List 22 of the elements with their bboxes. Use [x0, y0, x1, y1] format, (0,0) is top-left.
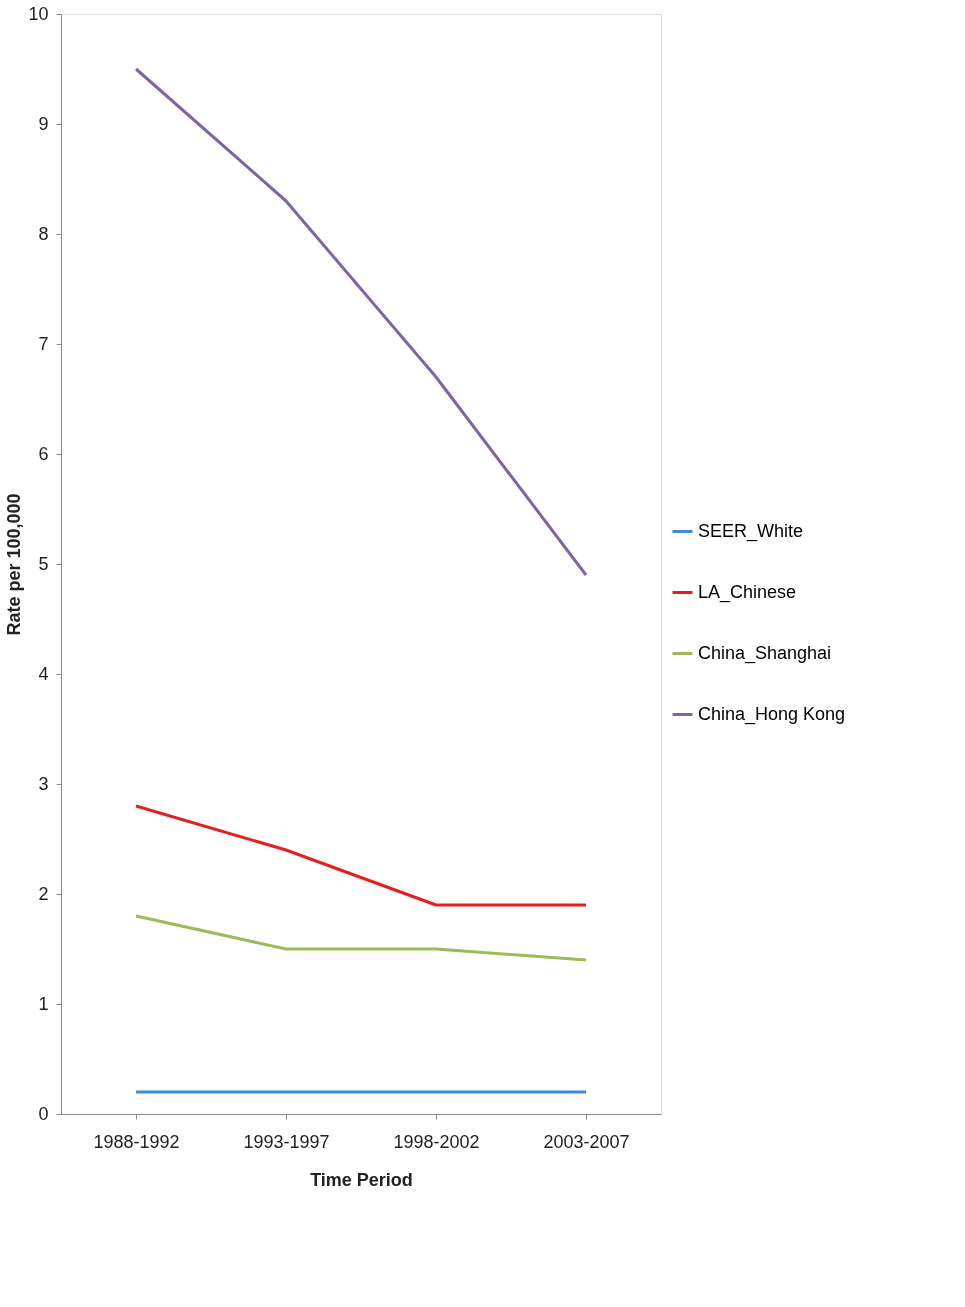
line-series — [134, 67, 588, 577]
legend-label: China_Shanghai — [698, 642, 832, 664]
x-tick-label: 1998-2002 — [393, 1131, 480, 1152]
x-tick-label: 1988-1992 — [93, 1131, 180, 1152]
legend-label: LA_Chinese — [698, 581, 797, 603]
y-tick-label: 2 — [38, 883, 49, 904]
legend-label: China_Hong Kong — [698, 703, 846, 725]
y-tick-label: 3 — [38, 773, 49, 794]
y-tick-label: 7 — [38, 333, 49, 354]
y-axis-title: Rate per 100,000 — [4, 493, 25, 636]
y-tick-label: 10 — [28, 3, 49, 24]
y-tick-label: 9 — [38, 113, 49, 134]
y-tick-label: 4 — [38, 663, 49, 684]
x-axis-title: Time Period — [310, 1169, 413, 1190]
y-tick-label: 1 — [38, 993, 49, 1014]
y-tick-label: 6 — [38, 443, 49, 464]
y-tick-label: 5 — [38, 553, 49, 574]
y-tick-label: 0 — [38, 1103, 49, 1124]
x-tick-label: 1993-1997 — [243, 1131, 330, 1152]
x-tick-label: 2003-2007 — [543, 1131, 630, 1152]
y-tick-label: 8 — [38, 223, 49, 244]
legend-label: SEER_White — [698, 520, 804, 542]
